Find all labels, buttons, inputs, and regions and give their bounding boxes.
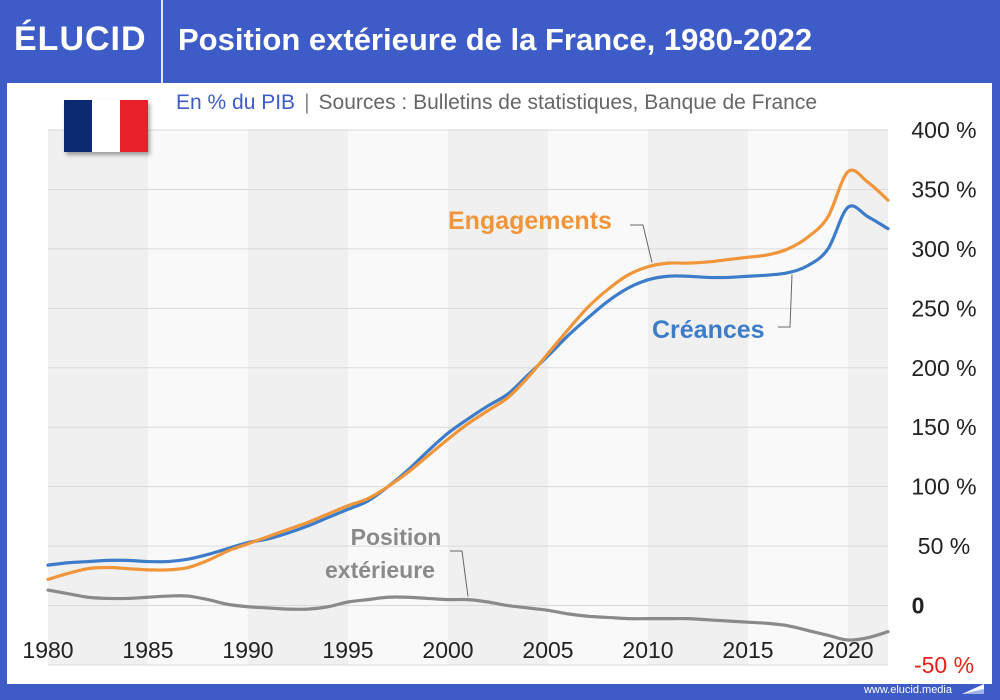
- creances-label: Créances: [652, 316, 765, 344]
- engagements-leader: [630, 224, 653, 263]
- flag-white-stripe: [92, 100, 120, 152]
- series-lines: [46, 168, 890, 642]
- position-leader: [450, 550, 469, 597]
- position-exterieure-line: [46, 588, 890, 642]
- series-labels: Engagements Créances Position extérieure: [325, 207, 765, 583]
- gridlines: [48, 129, 888, 666]
- x-tick-label: 2010: [622, 637, 673, 663]
- background-band: [648, 130, 748, 665]
- engagements-line: [46, 168, 890, 581]
- y-axis-ticks: -50 % 0 50 % 100 % 150 % 200 % 250 % 300 % 350 %…: [911, 117, 976, 678]
- page-title: Position extérieure de la France, 1980-2…: [178, 22, 813, 57]
- background-band: [448, 130, 548, 665]
- y-tick-label: 0: [912, 593, 925, 619]
- creances-leader: [778, 274, 793, 328]
- x-tick-label: 2005: [522, 637, 573, 663]
- x-axis-ticks: 1980 1985 1990 1995 2000 2005 2010 2015 2020: [22, 637, 873, 663]
- y-tick-label: 200 %: [911, 355, 976, 381]
- x-tick-label: 2015: [722, 637, 773, 663]
- x-tick-label: 1990: [222, 637, 273, 663]
- subtitle-separator: |: [304, 91, 310, 114]
- position-label-line1: Position: [351, 524, 442, 550]
- y-tick-label: 300 %: [911, 236, 976, 262]
- y-tick-label: -50 %: [914, 652, 974, 678]
- background-band: [548, 130, 648, 665]
- background-band: [848, 130, 888, 665]
- x-tick-label: 2000: [422, 637, 473, 663]
- position-label-line2: extérieure: [325, 557, 435, 583]
- x-tick-label: 1995: [322, 637, 373, 663]
- y-tick-label: 350 %: [911, 176, 976, 202]
- x-tick-label: 1985: [122, 637, 173, 663]
- sources-label: Sources : Bulletins de statistiques, Ban…: [318, 91, 817, 114]
- engagements-label: Engagements: [448, 207, 612, 235]
- annotation-leaders: [450, 224, 793, 597]
- background-band: [748, 130, 848, 665]
- header-divider: [161, 0, 163, 83]
- france-flag-icon: [64, 100, 148, 152]
- y-tick-label: 250 %: [911, 295, 976, 321]
- y-tick-label: 150 %: [911, 414, 976, 440]
- background-band: [248, 130, 348, 665]
- y-tick-label: 50 %: [918, 533, 970, 559]
- header-bar: ÉLUCID Position extérieure de la France,…: [0, 0, 1000, 83]
- chart-subtitle: En % du PIB | Sources : Bulletins de stati…: [176, 91, 817, 115]
- elucid-logo[interactable]: ÉLUCID: [14, 20, 147, 58]
- flag-blue-stripe: [64, 100, 92, 152]
- y-tick-label: 100 %: [911, 474, 976, 500]
- elucid-mark-icon: [962, 684, 984, 694]
- background-band: [48, 130, 148, 665]
- x-tick-label: 2020: [822, 637, 873, 663]
- background-band: [348, 130, 448, 665]
- flag-red-stripe: [120, 100, 148, 152]
- background-bands: [48, 130, 888, 665]
- y-tick-label: 400 %: [911, 117, 976, 143]
- unit-label: En % du PIB: [176, 91, 296, 114]
- creances-line: [46, 204, 890, 567]
- x-tick-label: 1980: [22, 637, 73, 663]
- footer-url[interactable]: www.elucid.media: [863, 684, 952, 696]
- background-band: [148, 130, 248, 665]
